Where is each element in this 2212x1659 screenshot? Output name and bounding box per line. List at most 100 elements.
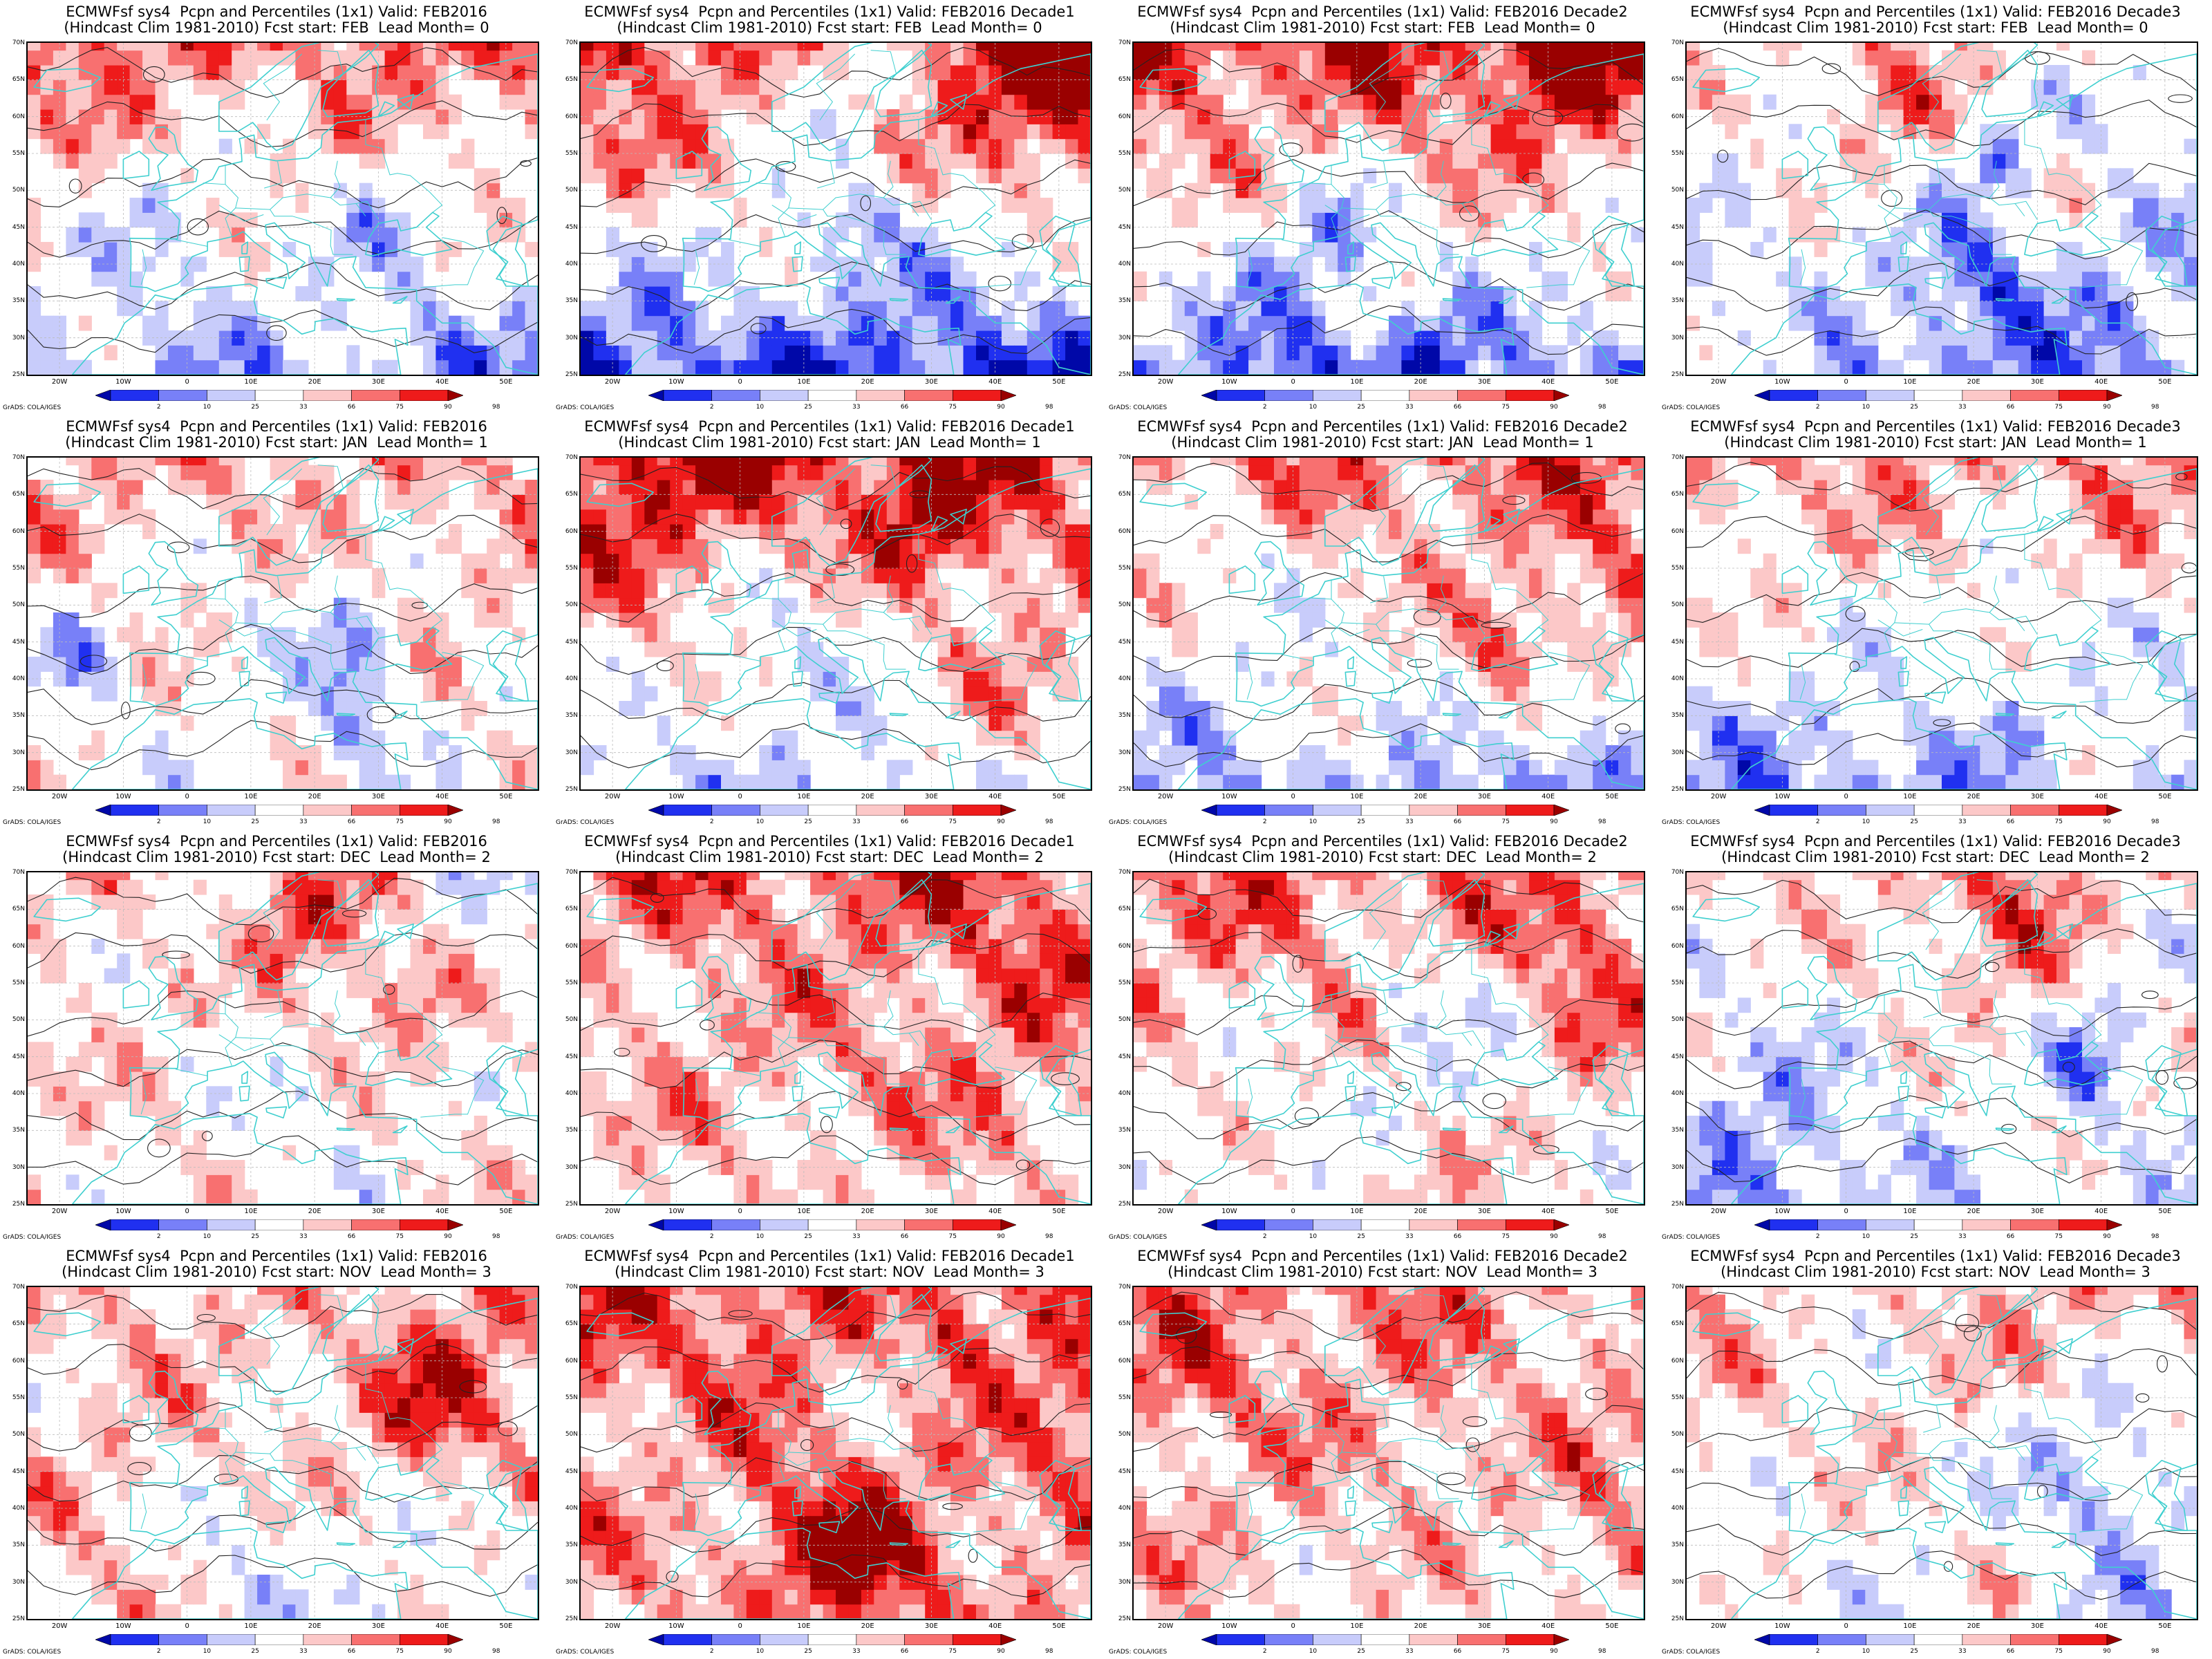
lat-tick-label: 60N bbox=[1118, 1357, 1131, 1365]
map-panel: ECMWFsf sys4 Pcpn and Percentiles (1x1) … bbox=[1659, 0, 2212, 415]
colorbar-tick-label: 33 bbox=[299, 404, 308, 411]
colorbar-tick-label: 25 bbox=[1357, 818, 1365, 825]
colorbar-tick-label: 25 bbox=[251, 818, 259, 825]
lat-tick-label: 35N bbox=[1118, 712, 1131, 720]
lon-tick-label: 20W bbox=[1710, 378, 1727, 386]
lat-tick-label: 60N bbox=[1671, 942, 1684, 950]
graticule bbox=[1134, 43, 1644, 375]
lat-tick-label: 70N bbox=[12, 454, 25, 461]
lat-tick-label: 30N bbox=[565, 334, 578, 341]
colorbar-tick-label: 2 bbox=[1815, 1648, 1820, 1655]
shading-layer bbox=[1134, 1287, 1644, 1619]
lon-tick-label: 10W bbox=[1221, 793, 1237, 800]
map-panel: ECMWFsf sys4 Pcpn and Percentiles (1x1) … bbox=[0, 0, 553, 415]
lat-tick-label: 30N bbox=[12, 749, 25, 756]
lat-tick-label: 55N bbox=[1118, 150, 1131, 157]
grads-credit: GrADS: COLA/IGES bbox=[1662, 819, 1721, 826]
percentile-map bbox=[579, 41, 1092, 376]
lon-tick-label: 0 bbox=[738, 1622, 742, 1630]
panel-title-line1: ECMWFsf sys4 Pcpn and Percentiles (1x1) … bbox=[1137, 3, 1628, 20]
lat-tick-label: 65N bbox=[565, 1320, 578, 1328]
lat-tick-label: 45N bbox=[565, 223, 578, 231]
colorbar bbox=[648, 390, 1016, 401]
lat-tick-label: 70N bbox=[565, 1284, 578, 1291]
coastlines bbox=[1139, 872, 1644, 1204]
panel-title-line2: (Hindcast Clim 1981-2010) Fcst start: FE… bbox=[1170, 19, 1595, 36]
lon-tick-label: 10W bbox=[115, 1208, 131, 1215]
colorbar-tick-label: 33 bbox=[1405, 1648, 1414, 1655]
lat-tick-label: 55N bbox=[1671, 980, 1684, 986]
map-canvas bbox=[1687, 43, 2197, 375]
map-canvas bbox=[581, 1287, 1091, 1619]
colorbar-tick-label: 33 bbox=[1958, 404, 1967, 411]
colorbar-tick-label: 90 bbox=[444, 1648, 452, 1655]
panel-title: ECMWFsf sys4 Pcpn and Percentiles (1x1) … bbox=[553, 4, 1106, 36]
colorbar-tick-label: 25 bbox=[1910, 1648, 1918, 1655]
map-panel: ECMWFsf sys4 Pcpn and Percentiles (1x1) … bbox=[1106, 415, 1659, 830]
lat-tick-label: 30N bbox=[1671, 749, 1684, 756]
lon-tick-label: 20W bbox=[1710, 793, 1727, 800]
lon-tick-label: 40E bbox=[988, 793, 1002, 800]
lat-tick-label: 50N bbox=[12, 1016, 25, 1024]
colorbar-tick-label: 33 bbox=[1958, 1648, 1967, 1655]
lat-tick-label: 70N bbox=[1671, 1284, 1684, 1291]
lat-tick-label: 55N bbox=[12, 565, 25, 572]
colorbar-tick-label: 98 bbox=[491, 1233, 500, 1240]
colorbar-tick-label: 10 bbox=[203, 818, 212, 825]
lat-tick-label: 30N bbox=[565, 1578, 578, 1586]
lat-tick-label: 70N bbox=[1118, 869, 1131, 876]
lon-tick-label: 20E bbox=[1414, 793, 1427, 800]
panel-title-line1: ECMWFsf sys4 Pcpn and Percentiles (1x1) … bbox=[1137, 833, 1628, 850]
lat-tick-label: 65N bbox=[565, 76, 578, 84]
lon-tick-label: 20E bbox=[1414, 1208, 1427, 1215]
lat-tick-label: 30N bbox=[1118, 749, 1131, 756]
shading-layer bbox=[1687, 43, 2197, 375]
lon-tick-label: 0 bbox=[1291, 1622, 1295, 1630]
colorbar-tick-label: 75 bbox=[948, 818, 957, 825]
colorbar-tick-label: 33 bbox=[852, 404, 861, 411]
panel-title-line1: ECMWFsf sys4 Pcpn and Percentiles (1x1) … bbox=[66, 1248, 487, 1264]
lat-tick-label: 55N bbox=[565, 150, 578, 157]
lat-tick-label: 35N bbox=[1671, 712, 1684, 720]
borders bbox=[140, 879, 485, 1118]
colorbar bbox=[648, 1634, 1016, 1645]
borders bbox=[693, 1294, 1038, 1533]
lat-tick-label: 70N bbox=[565, 869, 578, 876]
lat-tick-label: 40N bbox=[565, 1505, 578, 1512]
lon-tick-label: 0 bbox=[1291, 793, 1295, 800]
borders bbox=[1799, 465, 2144, 703]
colorbar-tick-label: 10 bbox=[1309, 818, 1318, 825]
colorbar-tick-label: 98 bbox=[491, 404, 500, 411]
lat-tick-label: 50N bbox=[1118, 1431, 1131, 1438]
grads-credit: GrADS: COLA/IGES bbox=[556, 1234, 615, 1241]
graticule bbox=[581, 872, 1091, 1204]
colorbar-tick-label: 2 bbox=[1815, 404, 1820, 411]
panel-title: ECMWFsf sys4 Pcpn and Percentiles (1x1) … bbox=[553, 834, 1106, 865]
lon-tick-label: 10W bbox=[668, 1622, 684, 1630]
lat-tick-label: 55N bbox=[1118, 980, 1131, 986]
lat-tick-label: 40N bbox=[12, 675, 25, 682]
colorbar-tick-label: 98 bbox=[1044, 818, 1053, 825]
map-panel: ECMWFsf sys4 Pcpn and Percentiles (1x1) … bbox=[553, 0, 1106, 415]
lat-tick-label: 35N bbox=[1671, 297, 1684, 305]
lon-tick-label: 30E bbox=[1477, 793, 1491, 800]
colorbar-tick-label: 10 bbox=[756, 1648, 765, 1655]
lat-tick-label: 45N bbox=[1671, 1468, 1684, 1475]
panel-title-line2: (Hindcast Clim 1981-2010) Fcst start: JA… bbox=[65, 434, 488, 451]
lon-tick-label: 40E bbox=[2094, 1622, 2108, 1630]
lon-tick-label: 40E bbox=[988, 1622, 1002, 1630]
lon-tick-label: 40E bbox=[435, 1208, 449, 1215]
lat-tick-label: 60N bbox=[565, 113, 578, 120]
precip-contours bbox=[1687, 1291, 2197, 1600]
lon-tick-label: 20W bbox=[51, 1622, 68, 1630]
shading-layer bbox=[581, 458, 1091, 789]
lon-tick-label: 50E bbox=[1052, 793, 1066, 800]
lon-tick-label: 10E bbox=[797, 1208, 811, 1215]
lat-tick-label: 50N bbox=[565, 1431, 578, 1438]
colorbar-tick-label: 25 bbox=[804, 818, 812, 825]
lon-tick-label: 30E bbox=[924, 793, 938, 800]
percentile-map bbox=[26, 871, 539, 1206]
panel-title-line1: ECMWFsf sys4 Pcpn and Percentiles (1x1) … bbox=[66, 418, 487, 435]
lon-tick-label: 50E bbox=[1052, 1208, 1066, 1215]
lat-tick-label: 25N bbox=[12, 371, 25, 378]
